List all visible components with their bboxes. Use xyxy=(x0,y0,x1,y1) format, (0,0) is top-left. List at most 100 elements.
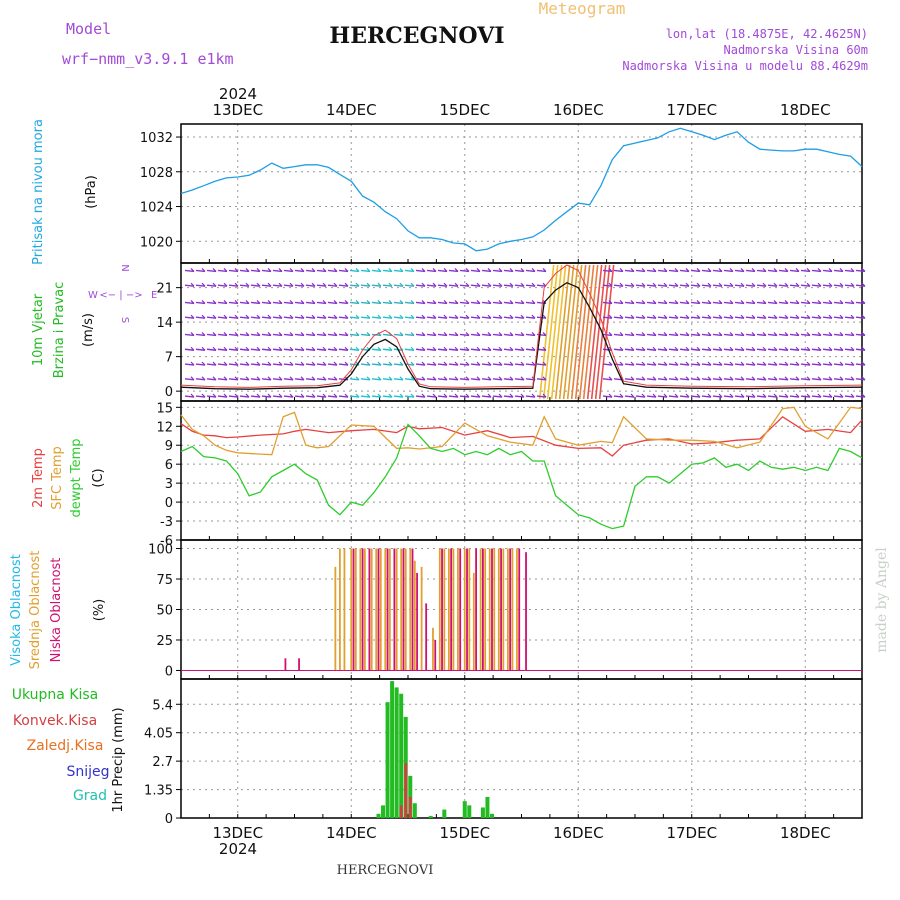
dewpt-ylabel: dewpt Temp xyxy=(69,438,84,517)
wind-arrow xyxy=(448,316,459,319)
wind-arrow-head xyxy=(685,300,690,304)
wind-arrow xyxy=(382,301,393,305)
wind-arrow-head xyxy=(729,346,734,351)
wind-arrow-head xyxy=(751,393,756,398)
wind-arrow-head xyxy=(707,282,712,287)
wind-arrow-head xyxy=(377,376,382,381)
wind-arrow xyxy=(624,333,635,337)
wind-arrow-head xyxy=(234,393,239,398)
wind-arrow-head xyxy=(267,393,272,398)
wind-arrow-head xyxy=(520,361,525,366)
wind-arrow xyxy=(195,348,206,351)
wind-arrow xyxy=(646,301,657,305)
wind-arrow xyxy=(327,395,338,398)
temperature-ytick-label: -3 xyxy=(160,515,173,530)
wind-arrow xyxy=(228,301,239,305)
wind-speed-line xyxy=(180,281,863,390)
bottom-day-label: 18DEC xyxy=(780,824,831,842)
wind-arrow xyxy=(261,316,272,319)
wind-arrow-head xyxy=(300,267,305,272)
wind-arrow-head xyxy=(663,332,668,336)
wind-arrow xyxy=(371,269,382,273)
wind-arrow-head xyxy=(388,346,393,351)
precip-ytick-label: 0 xyxy=(165,812,173,827)
wind-arrow-head xyxy=(190,346,195,351)
wind-arrow-head xyxy=(355,346,360,351)
wind-arrow xyxy=(327,333,338,337)
wind-arrow-head xyxy=(322,332,327,336)
wind-arrow-head xyxy=(707,314,712,319)
wind-arrow xyxy=(338,301,349,305)
wind-arrow xyxy=(228,348,239,351)
wind-arrow xyxy=(657,269,668,273)
wind-arrow xyxy=(360,363,371,366)
wind-arrow-head xyxy=(322,300,327,304)
wind-band-stroke xyxy=(590,264,607,400)
wind-arrow xyxy=(195,378,206,381)
wind-arrow-head xyxy=(311,300,316,304)
wind-ylabel-2: Brzina i Pravac xyxy=(52,282,67,379)
wind-arrow-head xyxy=(498,346,503,351)
wind-arrow xyxy=(426,395,437,398)
wind-arrow xyxy=(206,333,217,337)
wind-arrow xyxy=(217,269,228,273)
wind-arrow-head xyxy=(531,361,536,366)
wind-arrow xyxy=(602,395,613,398)
wind-arrow-head xyxy=(322,282,327,287)
wind-arrow-head xyxy=(256,361,261,366)
wind-arrow-head xyxy=(861,282,866,287)
wind-arrow-head xyxy=(520,300,525,304)
wind-arrow-head xyxy=(641,332,646,336)
wind-arrow xyxy=(426,333,437,337)
compass-w: W xyxy=(88,290,98,301)
wind-arrow-head xyxy=(278,361,283,366)
wind-arrow-head xyxy=(707,300,712,304)
wind-arrow xyxy=(371,378,382,381)
wind-arrow xyxy=(613,301,624,305)
wind-arrow-head xyxy=(608,332,613,336)
precip-legend-item: Grad xyxy=(73,788,107,804)
clouds-ytick-label: 50 xyxy=(156,604,173,619)
cloud-low-ylabel: Niska Oblacnost xyxy=(49,558,64,663)
wind-arrow xyxy=(734,301,745,305)
wind-arrow xyxy=(437,395,448,398)
precip-panel: 0 1.35 2.7 4.05 5.4 Ukupna Kisa Konvek.Kisa Zal… xyxy=(12,678,863,827)
wind-arrow-head xyxy=(432,346,437,351)
precip-ytick-label: 5.4 xyxy=(152,698,173,713)
wind-arrow xyxy=(283,316,294,319)
wind-arrow xyxy=(382,269,393,273)
wind-arrow-head xyxy=(344,332,349,336)
footer-title: HERCEGNOVI xyxy=(337,863,434,878)
wind-arrow-head xyxy=(399,332,404,336)
wind-arrow xyxy=(789,333,800,337)
wind-arrow xyxy=(668,395,679,398)
temp2m-line xyxy=(180,415,863,457)
top-day-label: 13DEC xyxy=(212,101,263,119)
wind-arrow xyxy=(393,395,404,398)
wind-arrow xyxy=(283,333,294,337)
wind-arrow-head xyxy=(531,332,536,336)
wind-arrow xyxy=(789,316,800,319)
wind-arrow-head xyxy=(740,300,745,304)
wind-arrow xyxy=(448,363,459,366)
wind-arrow xyxy=(855,395,866,398)
wind-arrow xyxy=(756,395,767,398)
wind-arrow xyxy=(492,378,503,381)
wind-arrow-head xyxy=(806,282,811,287)
wind-arrow xyxy=(272,284,283,287)
wind-ytick-label: 7 xyxy=(165,351,173,366)
pressure-panel: 1020 1024 1028 1032 Pritisak na nivou mora (h… xyxy=(31,119,863,265)
wind-arrow-head xyxy=(773,393,778,398)
wind-arrow-head xyxy=(322,346,327,351)
wind-arrow-head xyxy=(190,282,195,287)
wind-arrow xyxy=(646,395,657,398)
wind-arrow xyxy=(811,333,822,337)
wind-arrow xyxy=(778,363,789,366)
wind-arrow xyxy=(448,348,459,351)
wind-arrow xyxy=(734,316,745,319)
wind-arrow-head xyxy=(542,346,547,351)
wind-arrow xyxy=(833,284,844,287)
wind-arrow-head xyxy=(718,332,723,336)
wind-arrow-head xyxy=(278,314,283,319)
precip-frame xyxy=(180,678,863,819)
